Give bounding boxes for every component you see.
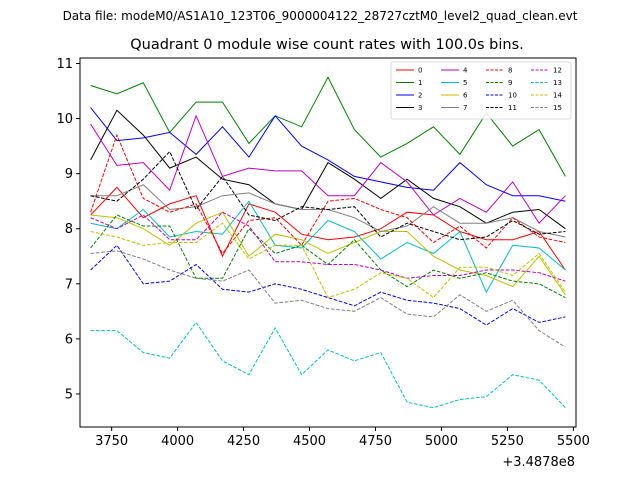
series-line-4 xyxy=(90,114,566,225)
legend-label-10: 10 xyxy=(508,92,517,100)
y-tick-label: 7 xyxy=(65,277,73,292)
legend-label-15: 15 xyxy=(553,104,562,112)
x-tick-label: 5500 xyxy=(557,434,590,449)
series-line-13 xyxy=(90,321,566,409)
x-tick-label: 4250 xyxy=(227,434,260,449)
legend-label-1: 1 xyxy=(418,79,422,87)
y-tick-label: 10 xyxy=(56,112,73,127)
series-line-8 xyxy=(90,133,566,255)
series-line-11 xyxy=(90,150,566,241)
x-tick-label: 4500 xyxy=(293,434,326,449)
x-axis-offset-label: +3.4878e8 xyxy=(502,455,575,470)
y-tick-label: 5 xyxy=(65,387,73,402)
chart-title: Quadrant 0 module wise count rates with … xyxy=(130,37,524,53)
plot-area xyxy=(90,76,566,409)
legend-label-12: 12 xyxy=(553,67,562,75)
y-tick-label: 9 xyxy=(65,167,73,182)
legend-label-11: 11 xyxy=(508,104,517,112)
legend-label-7: 7 xyxy=(463,104,467,112)
legend-label-0: 0 xyxy=(418,67,422,75)
x-tick-label: 4000 xyxy=(161,434,194,449)
x-tick-label: 3750 xyxy=(95,434,128,449)
legend-label-6: 6 xyxy=(463,92,468,100)
y-tick-label: 8 xyxy=(65,222,73,237)
legend-label-9: 9 xyxy=(508,79,512,87)
series-line-9 xyxy=(90,214,566,299)
legend-label-2: 2 xyxy=(418,92,422,100)
axes-frame xyxy=(79,57,577,428)
series-line-10 xyxy=(90,244,566,326)
legend-label-8: 8 xyxy=(508,67,512,75)
y-tick-label: 11 xyxy=(56,57,73,72)
legend-box xyxy=(390,61,572,120)
legend-label-3: 3 xyxy=(418,104,422,112)
series-line-14 xyxy=(90,222,566,299)
figure-suptitle: Data file: modeM0/AS1A10_123T06_90000041… xyxy=(63,9,578,23)
x-tick-label: 5000 xyxy=(425,434,458,449)
axes: 3750 4000 4250 4500 4750 5000 5250 550056789101… xyxy=(56,57,589,449)
series-line-6 xyxy=(90,211,566,296)
series-line-0 xyxy=(90,186,566,271)
series-line-5 xyxy=(90,200,566,294)
y-tick-label: 6 xyxy=(65,332,73,347)
series-line-2 xyxy=(90,107,566,202)
series-line-15 xyxy=(90,250,566,348)
legend-label-14: 14 xyxy=(553,92,562,100)
series-line-12 xyxy=(90,211,566,282)
x-tick-label: 4750 xyxy=(359,434,392,449)
legend-label-5: 5 xyxy=(463,79,467,87)
legend-label-4: 4 xyxy=(463,67,468,75)
legend-label-13: 13 xyxy=(553,79,562,87)
x-tick-label: 5250 xyxy=(491,434,524,449)
